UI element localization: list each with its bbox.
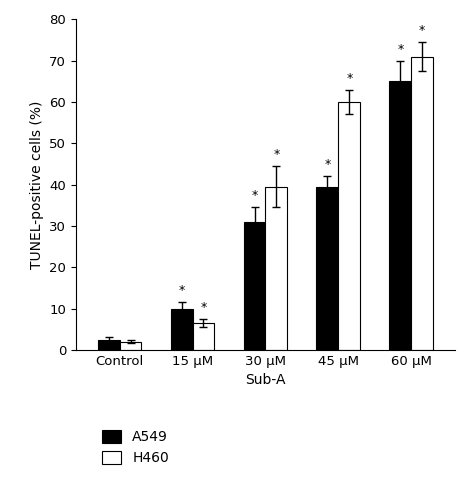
Text: *: * xyxy=(346,72,353,85)
Text: *: * xyxy=(178,284,185,297)
Y-axis label: TUNEL-positive cells (%): TUNEL-positive cells (%) xyxy=(30,101,44,269)
Text: *: * xyxy=(324,158,330,172)
Text: *: * xyxy=(273,148,280,161)
Text: *: * xyxy=(251,190,258,203)
Bar xyxy=(119,342,141,350)
X-axis label: Sub-A: Sub-A xyxy=(245,373,286,387)
Bar xyxy=(390,82,411,350)
Text: *: * xyxy=(397,43,403,56)
Bar xyxy=(244,222,265,350)
Bar xyxy=(338,102,360,350)
Text: *: * xyxy=(419,24,425,37)
Bar xyxy=(171,309,192,350)
Bar xyxy=(265,187,287,350)
Bar xyxy=(192,323,214,350)
Bar xyxy=(98,340,119,350)
Bar xyxy=(317,187,338,350)
Legend: A549, H460: A549, H460 xyxy=(102,430,169,465)
Text: *: * xyxy=(201,301,207,314)
Bar xyxy=(411,56,433,350)
